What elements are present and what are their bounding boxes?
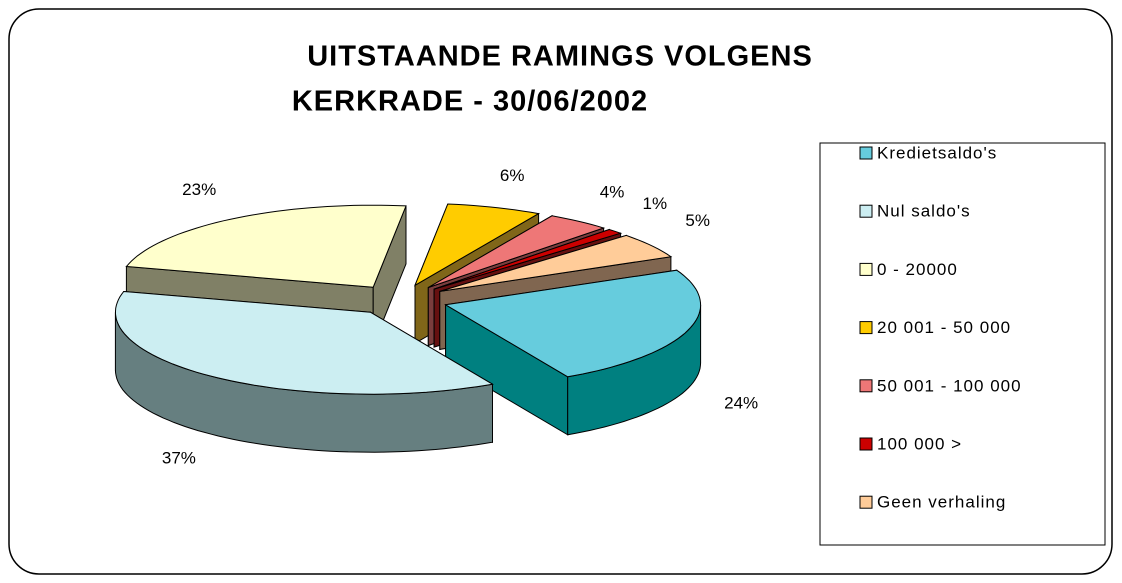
slice-top	[428, 215, 606, 288]
data-label: 4%	[600, 182, 625, 201]
legend-label: Geen verhaling	[877, 493, 1006, 512]
legend-label: Nul saldo's	[877, 202, 971, 221]
chart-title: UITSTAANDE RAMINGS VOLGENS	[307, 41, 813, 73]
data-label: 23%	[182, 180, 216, 199]
legend-swatch	[859, 204, 873, 218]
legend-swatch	[859, 146, 873, 160]
slice-top	[125, 204, 407, 288]
legend-swatch	[859, 321, 873, 335]
legend-label: Kredietsaldo's	[877, 143, 997, 162]
legend-label: 50 001 - 100 000	[877, 376, 1022, 395]
data-label: 1%	[643, 194, 668, 213]
legend-label: 0 - 20000	[877, 260, 958, 279]
legend-swatch	[859, 262, 873, 276]
slice-top	[439, 234, 673, 292]
pie-slice	[444, 269, 702, 436]
slice-top	[413, 203, 541, 287]
data-label: 37%	[162, 448, 196, 467]
data-label: 24%	[724, 394, 758, 413]
legend-swatch	[859, 495, 873, 509]
data-label: 5%	[685, 211, 710, 230]
slice-top	[115, 290, 494, 395]
slice-top	[444, 269, 702, 378]
legend-label: 20 001 - 50 000	[877, 318, 1011, 337]
legend-swatch	[859, 437, 873, 451]
slice-top	[433, 228, 623, 290]
pie-slice	[114, 290, 494, 453]
legend-label: 100 000 >	[877, 434, 962, 453]
legend-swatch	[859, 379, 873, 393]
chart-title: KERKRADE - 30/06/2002	[292, 86, 648, 118]
data-label: 6%	[500, 166, 525, 185]
